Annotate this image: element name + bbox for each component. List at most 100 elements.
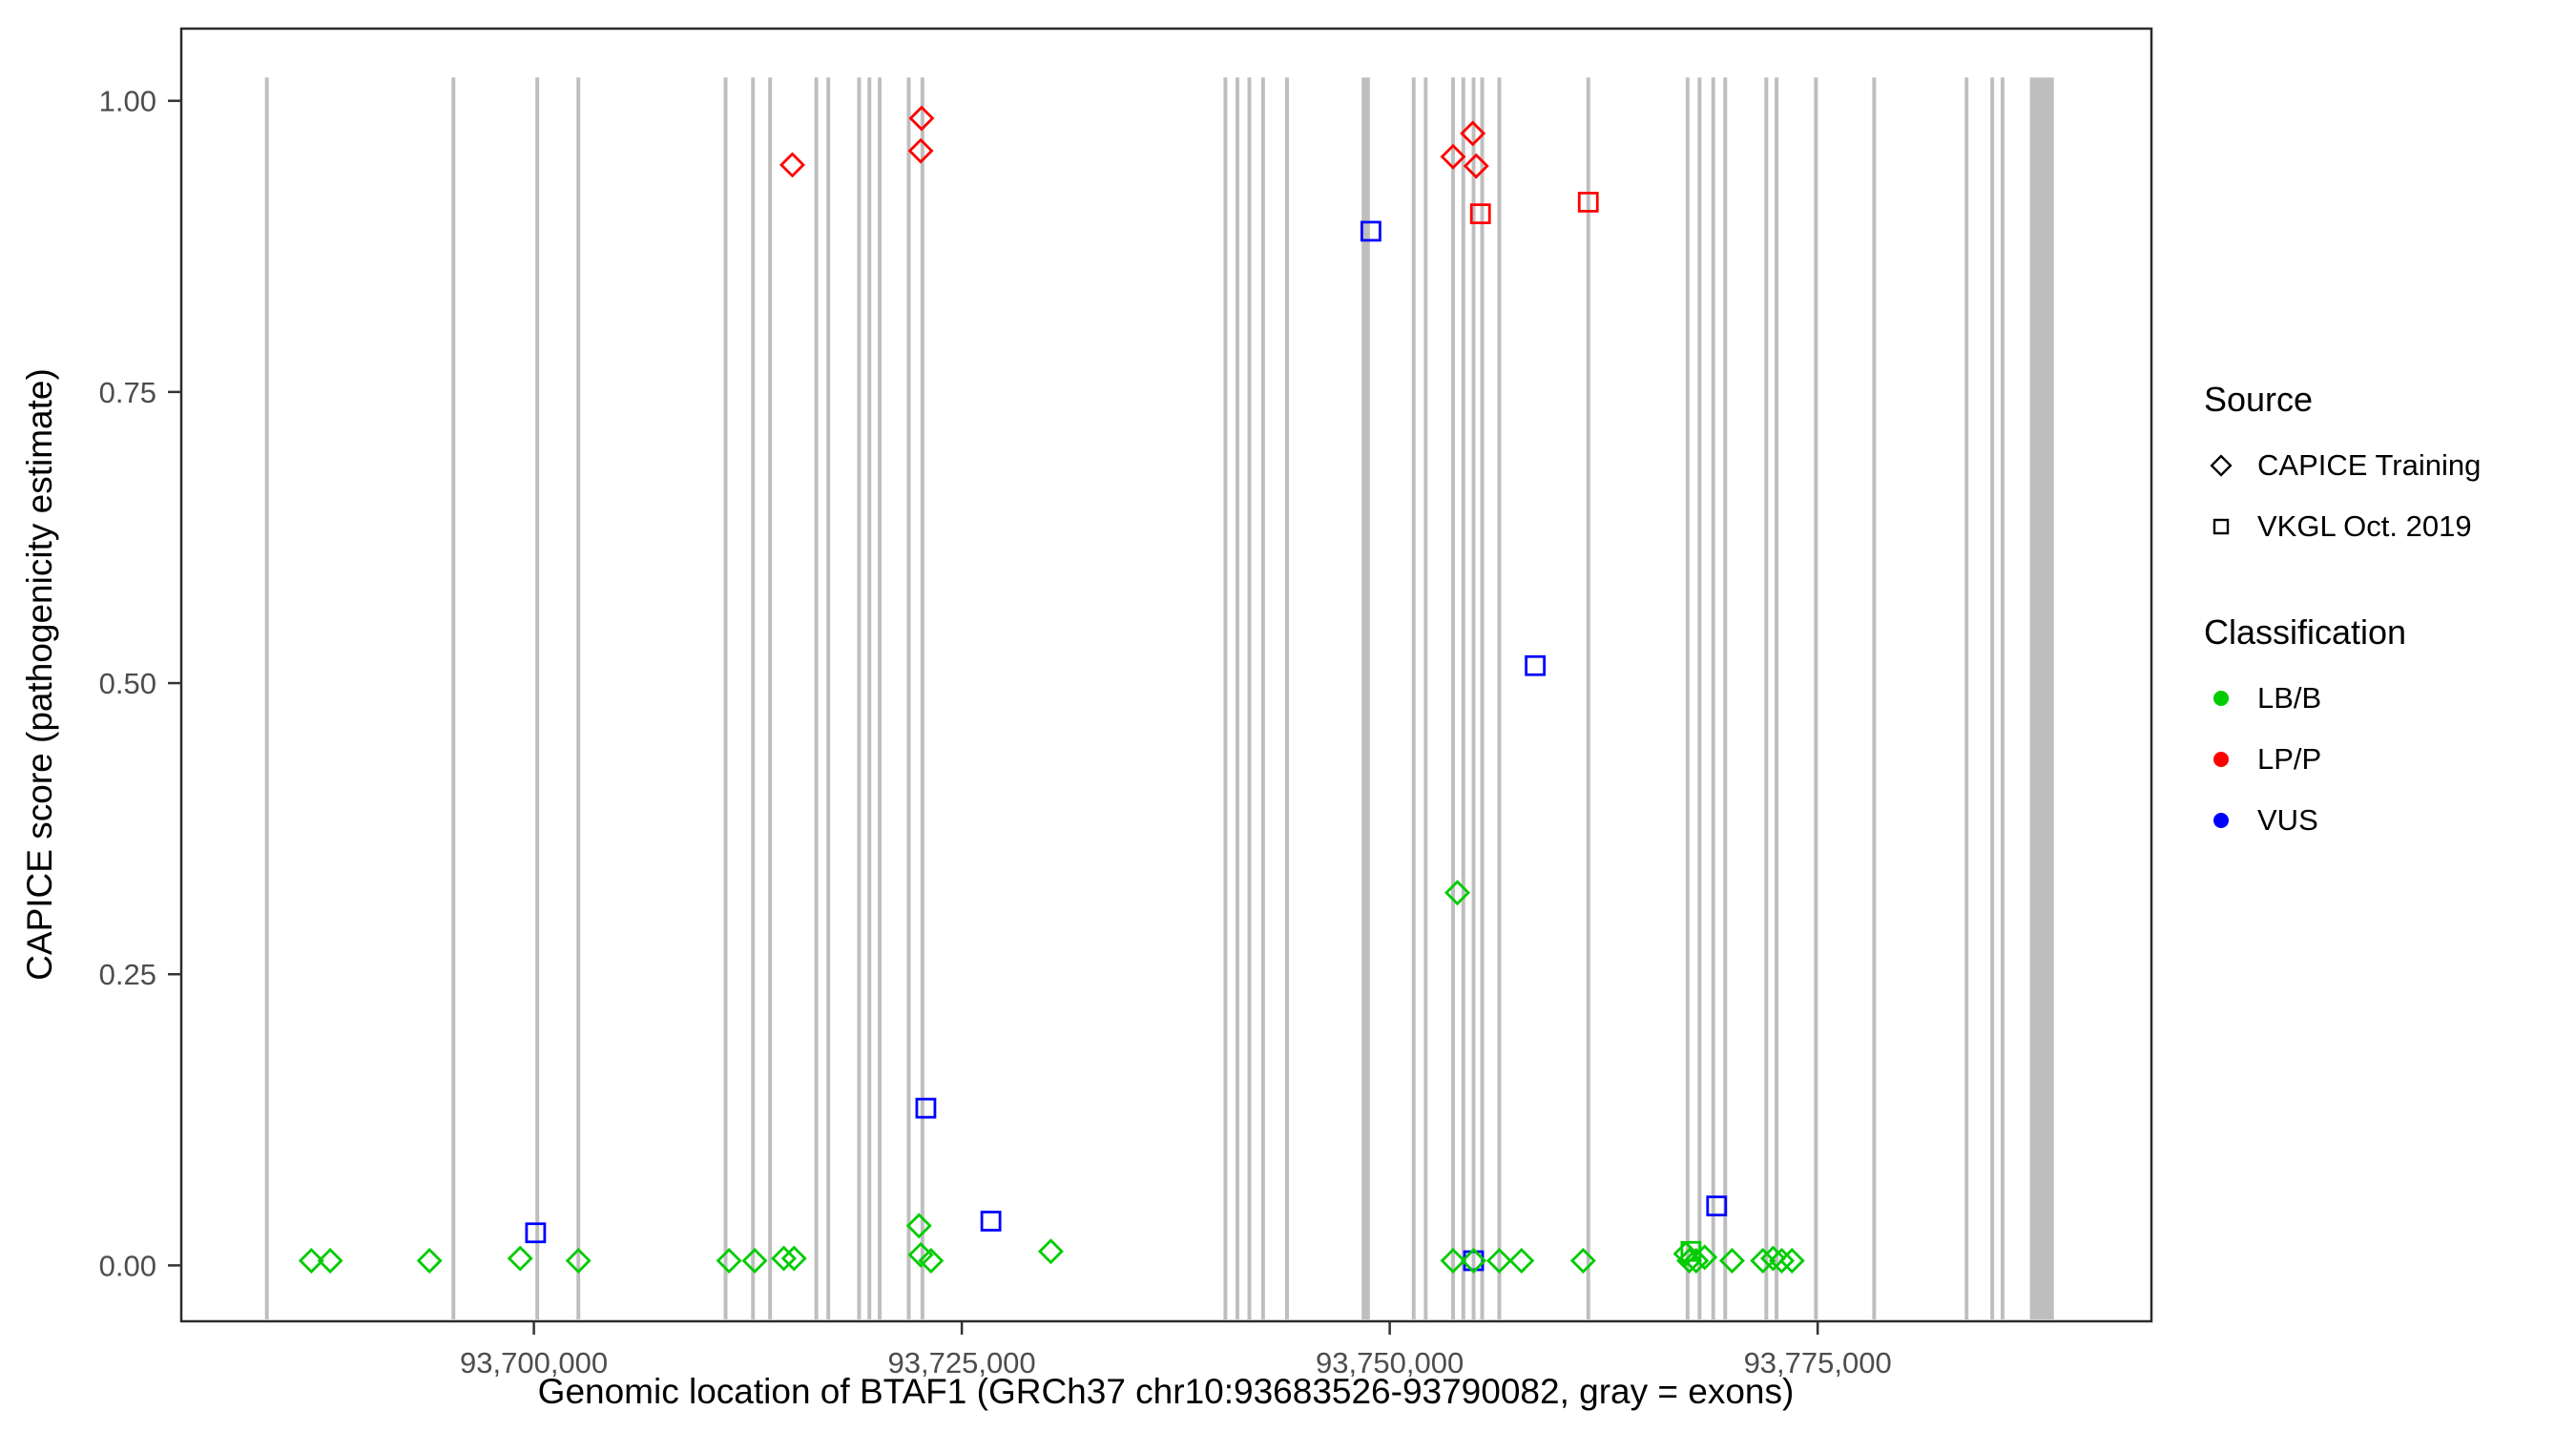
legend-item-label: VUS xyxy=(2257,803,2318,837)
panel-border xyxy=(179,27,2153,1323)
x-tick-label: 93,750,000 xyxy=(1316,1346,1464,1379)
data-point[interactable] xyxy=(907,137,934,164)
data-point[interactable] xyxy=(1718,1248,1745,1274)
exon-bar xyxy=(1480,77,1485,1320)
data-point[interactable] xyxy=(1778,1248,1805,1274)
data-point[interactable] xyxy=(741,1248,768,1274)
exon-bar xyxy=(1814,77,1818,1320)
data-point[interactable] xyxy=(1444,880,1470,906)
green-dot-icon xyxy=(2213,691,2229,706)
exon-bar xyxy=(1964,77,1969,1320)
data-point[interactable] xyxy=(1706,1195,1728,1217)
exon-bar xyxy=(1260,77,1265,1320)
data-point[interactable] xyxy=(779,152,805,178)
exon-bar xyxy=(878,77,882,1320)
data-point[interactable] xyxy=(908,105,935,132)
data-point[interactable] xyxy=(1463,153,1489,179)
exon-bar xyxy=(814,77,819,1320)
exon-bar xyxy=(906,77,911,1320)
legend-item-vus: VUS xyxy=(2204,803,2566,838)
exon-bar xyxy=(2000,77,2005,1320)
exon-bar xyxy=(1497,77,1502,1320)
data-point[interactable] xyxy=(565,1248,592,1274)
exon-bar xyxy=(451,77,456,1320)
data-point[interactable] xyxy=(1485,1248,1512,1274)
legend-item-lpp: LP/P xyxy=(2204,742,2566,777)
data-point[interactable] xyxy=(1469,203,1491,224)
data-point[interactable] xyxy=(298,1248,324,1274)
data-point[interactable] xyxy=(1037,1238,1064,1265)
legend-item-label: LB/B xyxy=(2257,681,2322,715)
data-point[interactable] xyxy=(771,1245,797,1272)
data-point[interactable] xyxy=(1760,1245,1786,1272)
exon-bar xyxy=(920,77,924,1320)
legend: Source CAPICE Training VKGL Oct. 2019 Cl… xyxy=(2204,380,2566,906)
data-point[interactable] xyxy=(915,1097,937,1119)
data-point[interactable] xyxy=(416,1248,443,1274)
exon-bar xyxy=(1711,77,1715,1320)
data-point[interactable] xyxy=(507,1245,533,1272)
square-icon xyxy=(2212,518,2230,535)
y-tick-label: 0.25 xyxy=(99,958,156,991)
exon-bar xyxy=(1697,77,1702,1320)
data-point[interactable] xyxy=(1360,220,1381,242)
data-point[interactable] xyxy=(918,1248,945,1274)
data-point[interactable] xyxy=(1569,1248,1596,1274)
exon-bar xyxy=(1775,77,1779,1320)
legend-item-capice-training: CAPICE Training xyxy=(2204,448,2566,483)
data-point[interactable] xyxy=(1750,1248,1776,1274)
exon-bar xyxy=(857,77,862,1320)
data-point[interactable] xyxy=(317,1248,343,1274)
exon-bar xyxy=(751,77,756,1320)
exon-bar xyxy=(826,77,831,1320)
y-tick-label: 0.75 xyxy=(99,376,156,409)
exon-bar xyxy=(1872,77,1877,1320)
exon-bar xyxy=(1990,77,1995,1320)
exon-bar xyxy=(1461,77,1465,1320)
exon-bar xyxy=(1285,77,1289,1320)
data-point[interactable] xyxy=(1440,143,1466,170)
data-point[interactable] xyxy=(525,1222,547,1244)
data-point[interactable] xyxy=(1440,1248,1466,1274)
exon-bar xyxy=(723,77,728,1320)
exon-bar xyxy=(2029,77,2054,1320)
data-point[interactable] xyxy=(1525,654,1547,676)
data-point[interactable] xyxy=(1672,1240,1699,1267)
data-point[interactable] xyxy=(716,1248,742,1274)
data-point[interactable] xyxy=(780,1245,807,1272)
exon-bar xyxy=(576,77,581,1320)
data-point[interactable] xyxy=(1577,191,1599,213)
y-tick-label: 0.50 xyxy=(99,667,156,700)
exon-bar xyxy=(1247,77,1252,1320)
exon-bar xyxy=(1764,77,1769,1320)
y-axis-title: CAPICE score (pathogenicity estimate) xyxy=(20,368,59,981)
y-tick-label: 0.00 xyxy=(99,1249,156,1282)
data-point[interactable] xyxy=(1692,1244,1718,1271)
data-point[interactable] xyxy=(1680,1240,1702,1262)
data-point[interactable] xyxy=(905,1213,932,1239)
data-point[interactable] xyxy=(1460,120,1486,147)
data-point[interactable] xyxy=(980,1211,1002,1232)
x-tick-label: 93,725,000 xyxy=(888,1346,1036,1379)
y-tick-label: 1.00 xyxy=(99,85,156,118)
data-point[interactable] xyxy=(1683,1248,1710,1274)
exon-bar xyxy=(264,77,269,1320)
x-tick-label: 93,700,000 xyxy=(460,1346,608,1379)
legend-item-label: CAPICE Training xyxy=(2257,448,2482,482)
legend-source-group: Source CAPICE Training VKGL Oct. 2019 xyxy=(2204,380,2566,544)
red-dot-icon xyxy=(2213,752,2229,767)
exon-bar xyxy=(1586,77,1590,1320)
data-point[interactable] xyxy=(1461,1248,1487,1274)
data-point[interactable] xyxy=(1508,1248,1535,1274)
blue-dot-icon xyxy=(2213,813,2229,828)
x-tick-label: 93,775,000 xyxy=(1744,1346,1892,1379)
exon-bar xyxy=(768,77,773,1320)
exon-bar xyxy=(1471,77,1476,1320)
x-axis-title: Genomic location of BTAF1 (GRCh37 chr10:… xyxy=(537,1372,1795,1411)
exon-bar xyxy=(1723,77,1728,1320)
diamond-icon xyxy=(2210,454,2233,477)
legend-item-label: VKGL Oct. 2019 xyxy=(2257,509,2472,543)
data-point[interactable] xyxy=(1769,1248,1795,1274)
exon-bar xyxy=(1685,77,1690,1320)
